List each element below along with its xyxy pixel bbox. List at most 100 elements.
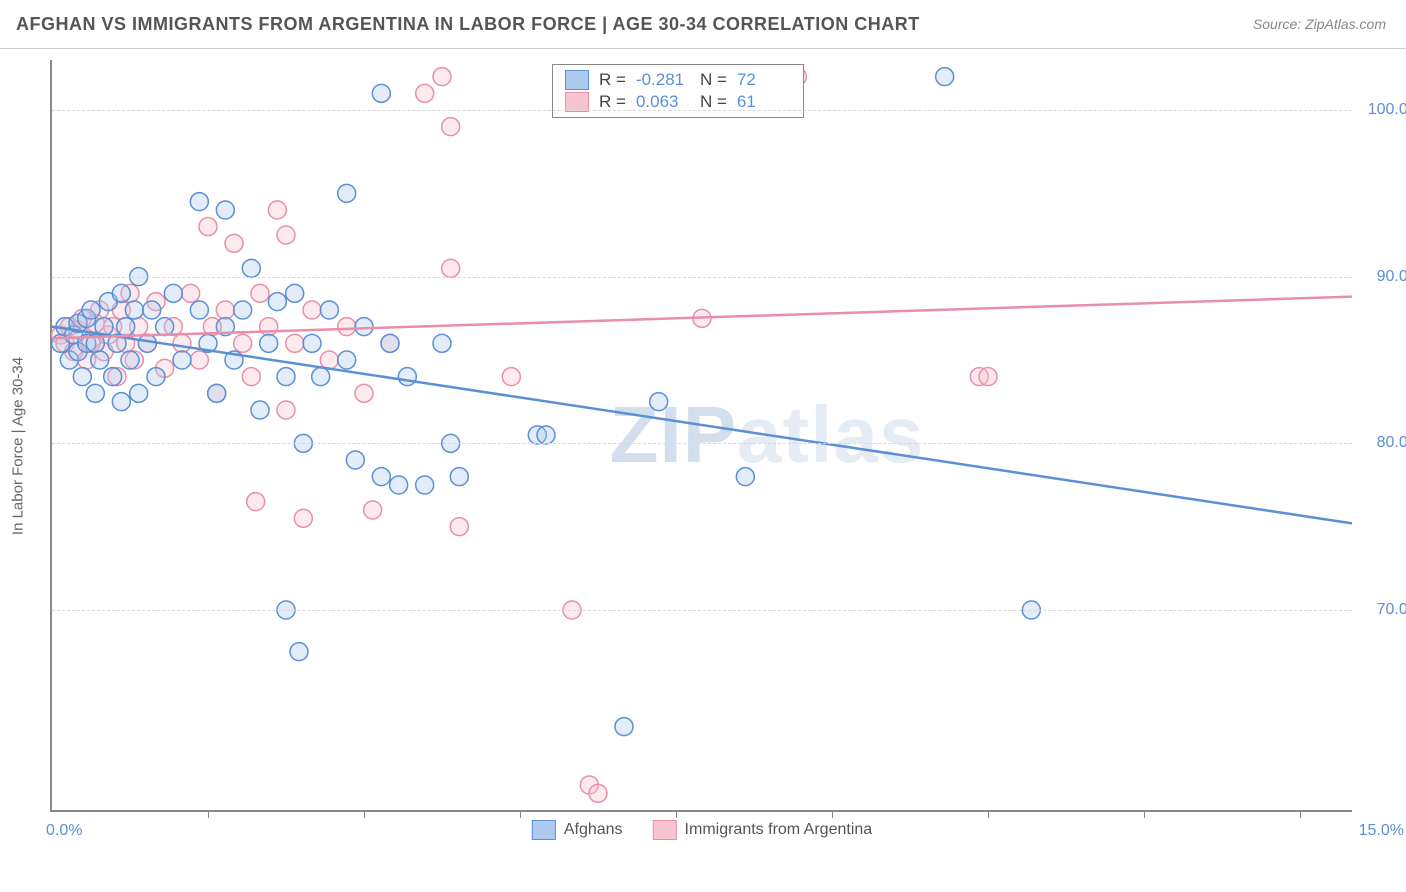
scatter-point [736, 468, 754, 486]
gridline [52, 443, 1352, 444]
scatter-point [390, 476, 408, 494]
scatter-point [398, 368, 416, 386]
scatter-point [143, 301, 161, 319]
series-name: Afghans [564, 821, 623, 839]
gridline [52, 610, 1352, 611]
legend-row: R =-0.281N =72 [565, 69, 791, 91]
scatter-point [537, 426, 555, 444]
scatter-point [190, 351, 208, 369]
scatter-point [156, 318, 174, 336]
series-legend-item: Immigrants from Argentina [653, 820, 873, 840]
scatter-point [247, 493, 265, 511]
scatter-point [450, 518, 468, 536]
scatter-point [502, 368, 520, 386]
scatter-point [125, 301, 143, 319]
scatter-point [216, 201, 234, 219]
scatter-point [338, 351, 356, 369]
scatter-point [277, 368, 295, 386]
scatter-point [346, 451, 364, 469]
scatter-point [450, 468, 468, 486]
scatter-point [242, 259, 260, 277]
gridline [52, 277, 1352, 278]
scatter-point [294, 509, 312, 527]
y-axis-label: In Labor Force | Age 30-34 [10, 357, 27, 535]
x-axis-start-label: 0.0% [46, 822, 82, 840]
x-tick [832, 810, 833, 818]
n-label: N = [700, 92, 727, 112]
y-tick-label: 100.0% [1362, 101, 1406, 119]
scatter-point [234, 334, 252, 352]
scatter-point [260, 318, 278, 336]
x-tick [208, 810, 209, 818]
scatter-point [277, 401, 295, 419]
r-value: -0.281 [636, 70, 690, 90]
scatter-point [979, 368, 997, 386]
scatter-point [86, 384, 104, 402]
scatter-point [208, 384, 226, 402]
scatter-point [355, 318, 373, 336]
r-value: 0.063 [636, 92, 690, 112]
chart-title: AFGHAN VS IMMIGRANTS FROM ARGENTINA IN L… [16, 14, 920, 35]
scatter-point [251, 284, 269, 302]
scatter-point [303, 301, 321, 319]
scatter-point [260, 334, 278, 352]
scatter-point [442, 259, 460, 277]
plot-area: ZIPatlas R =-0.281N =72R =0.063N =61 Afg… [50, 60, 1352, 812]
scatter-point [268, 293, 286, 311]
scatter-point [290, 643, 308, 661]
scatter-point [320, 351, 338, 369]
scatter-point [104, 368, 122, 386]
x-axis-end-label: 15.0% [1359, 822, 1404, 840]
scatter-point [442, 118, 460, 136]
scatter-point [372, 468, 390, 486]
scatter-point [164, 284, 182, 302]
r-label: R = [599, 92, 626, 112]
n-value: 72 [737, 70, 791, 90]
scatter-point [173, 334, 191, 352]
scatter-point [121, 351, 139, 369]
scatter-point [117, 318, 135, 336]
scatter-point [182, 284, 200, 302]
chart-svg [52, 60, 1352, 810]
scatter-point [615, 718, 633, 736]
legend-swatch [653, 820, 677, 840]
scatter-point [251, 401, 269, 419]
scatter-point [225, 234, 243, 252]
scatter-point [242, 368, 260, 386]
chart-header: AFGHAN VS IMMIGRANTS FROM ARGENTINA IN L… [0, 0, 1406, 49]
scatter-point [190, 301, 208, 319]
legend-swatch [532, 820, 556, 840]
scatter-point [216, 301, 234, 319]
legend-swatch [565, 70, 589, 90]
scatter-point [372, 84, 390, 102]
scatter-point [112, 284, 130, 302]
scatter-point [338, 184, 356, 202]
scatter-point [286, 284, 304, 302]
scatter-point [82, 301, 100, 319]
x-tick [1144, 810, 1145, 818]
legend-swatch [565, 92, 589, 112]
scatter-point [936, 68, 954, 86]
scatter-point [130, 384, 148, 402]
scatter-point [433, 68, 451, 86]
scatter-point [433, 334, 451, 352]
x-tick [988, 810, 989, 818]
scatter-point [268, 201, 286, 219]
scatter-point [286, 334, 304, 352]
x-tick [1300, 810, 1301, 818]
y-tick-label: 90.0% [1362, 268, 1406, 286]
y-tick-label: 70.0% [1362, 601, 1406, 619]
scatter-point [277, 226, 295, 244]
regression-line [52, 327, 1352, 524]
scatter-point [381, 334, 399, 352]
scatter-point [173, 351, 191, 369]
scatter-point [199, 218, 217, 236]
scatter-point [190, 193, 208, 211]
x-tick [676, 810, 677, 818]
scatter-point [416, 476, 434, 494]
chart-source: Source: ZipAtlas.com [1253, 16, 1386, 32]
x-tick [520, 810, 521, 818]
scatter-point [338, 318, 356, 336]
scatter-point [312, 368, 330, 386]
x-tick [364, 810, 365, 818]
